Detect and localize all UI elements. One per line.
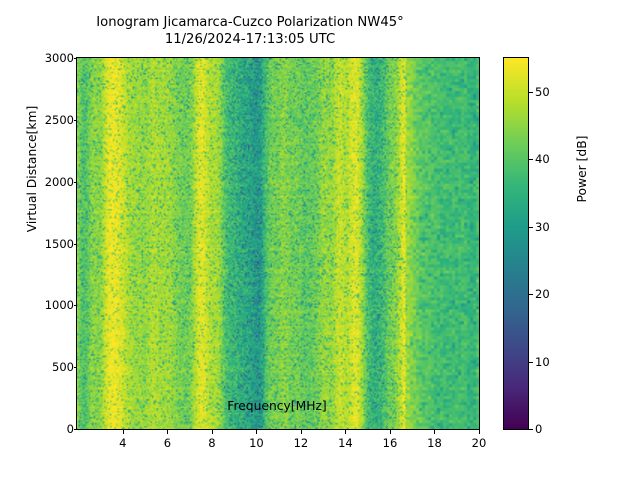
x-tick-mark [256, 430, 258, 434]
y-tick-label: 3000 [44, 51, 74, 65]
x-tick-mark [122, 430, 124, 434]
plot-axes: 4 6 8 10 12 14 16 18 20 0 500 1000 1500 2000 2500 3000 [45, 51, 487, 450]
y-tick-label: 2500 [44, 112, 74, 127]
y-tick-mark [73, 58, 77, 59]
page-title: Ionogram Jicamarca-Cuzco Polarization NW… [0, 14, 500, 49]
x-tick-mark [300, 430, 302, 434]
y-tick-label: 2000 [44, 174, 74, 189]
x-tick-label: 18 [427, 436, 442, 450]
colorbar-label: Power [dB] [575, 135, 589, 203]
y-tick-mark [73, 367, 77, 369]
colorbar-tick-mark [529, 429, 533, 430]
title-line-1: Ionogram Jicamarca-Cuzco Polarization NW… [96, 15, 404, 30]
colorbar: 0 10 20 30 40 50 [503, 57, 550, 436]
y-tick-mark [73, 181, 77, 183]
x-tick-label: 14 [338, 436, 353, 450]
colorbar-tick-label: 0 [535, 422, 543, 436]
x-tick-mark [434, 430, 436, 434]
x-tick-mark [479, 430, 480, 434]
x-tick-label: 8 [208, 436, 216, 450]
colorbar-tick-mark [529, 361, 533, 363]
y-axis-label: Virtual Distance[km] [25, 105, 39, 233]
y-tick-label: 1500 [44, 236, 74, 251]
x-tick-label: 16 [382, 436, 398, 450]
colorbar-tick-label: 30 [535, 219, 550, 234]
x-tick-mark [167, 430, 169, 434]
colorbar-tick-label: 20 [535, 287, 550, 302]
colorbar-tick-label: 40 [535, 152, 550, 167]
x-tick-mark [211, 430, 213, 434]
y-tick-label: 500 [52, 360, 74, 375]
y-tick-mark [73, 119, 77, 121]
y-tick-mark [73, 243, 77, 245]
colorbar-tick-mark [529, 91, 533, 93]
x-tick-label: 4 [119, 436, 127, 450]
x-tick-mark [389, 430, 391, 434]
y-tick-label: 0 [66, 422, 74, 436]
colorbar-tick-mark [529, 159, 533, 161]
colorbar-tick-label: 50 [535, 84, 550, 99]
x-tick-label: 20 [471, 436, 487, 450]
colorbar-gradient [504, 58, 528, 429]
colorbar-tick-label: 10 [535, 354, 550, 369]
x-tick-mark [345, 430, 347, 434]
x-tick-label: 10 [249, 436, 264, 450]
title-line-2: 11/26/2024-17:13:05 UTC [164, 32, 336, 48]
ionogram-heatmap [77, 58, 479, 429]
x-tick-label: 6 [163, 436, 172, 450]
y-tick-label: 1000 [44, 298, 74, 313]
x-tick-label: 12 [293, 436, 309, 450]
x-axis-label: Frequency[MHz] [227, 399, 327, 413]
y-tick-mark [73, 429, 77, 430]
colorbar-tick-mark [529, 226, 533, 228]
y-tick-mark [73, 305, 77, 307]
colorbar-tick-mark [529, 294, 533, 296]
